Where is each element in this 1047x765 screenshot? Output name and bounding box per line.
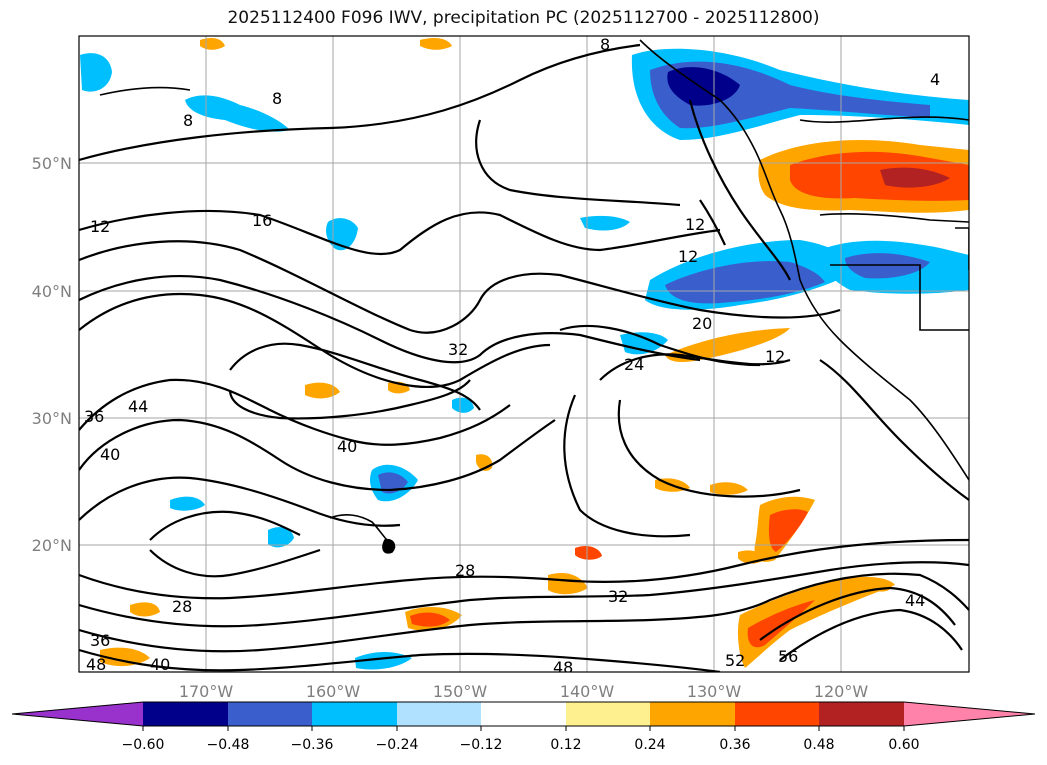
lat-label-20: 20°N: [32, 536, 72, 555]
colorbar-tick-label: 0.24: [634, 737, 665, 753]
contour-label: 4: [930, 70, 940, 89]
map-panel: [79, 36, 969, 672]
lon-label-130: 130°W: [687, 682, 742, 701]
contour-label: 48: [553, 658, 573, 677]
colorbar-tick-label: 0.60: [888, 737, 919, 753]
colorbar: −0.60 −0.48 −0.36 −0.24 −0.12 0.12 0.24 …: [11, 701, 1036, 753]
colorbar-segment: [819, 702, 904, 726]
colorbar-segment: [566, 702, 650, 726]
contour-label: 32: [448, 340, 468, 359]
colorbar-segment: [143, 702, 228, 726]
contour-label: 40: [337, 437, 357, 456]
contour-label: 48: [86, 655, 106, 674]
map-content: 8 8 8 4 12 16 12 12 12 20 24 32 44 36 40…: [79, 35, 969, 677]
lon-label-120: 120°W: [814, 682, 869, 701]
colorbar-tick-label: 0.12: [550, 737, 581, 753]
contour-label: 24: [624, 355, 644, 374]
contour-label-group: 8 8 8 4 12 16 12 12 12 20 24 32 44 36 40…: [84, 35, 940, 677]
contour-label: 36: [90, 631, 110, 650]
contour-label: 8: [183, 111, 193, 130]
coastlines: [99, 39, 969, 554]
contour-label: 56: [778, 647, 798, 666]
contour-label: 44: [905, 591, 925, 610]
contour-label: 28: [172, 597, 192, 616]
contour-label: 40: [100, 445, 120, 464]
colorbar-extend-low: [12, 702, 143, 726]
colorbar-tick-label: 0.48: [803, 737, 834, 753]
contour-label: 8: [272, 89, 282, 108]
contour-label: 36: [84, 407, 104, 426]
colorbar-extend-high: [904, 702, 1035, 726]
contour-label: 52: [725, 651, 745, 670]
lat-label-50: 50°N: [32, 154, 72, 173]
contour-label: 20: [692, 314, 712, 333]
colorbar-tick-label: −0.24: [376, 737, 419, 753]
colorbar-segment: [650, 702, 735, 726]
colorbar-segment: [735, 702, 819, 726]
lon-label-170: 170°W: [179, 682, 234, 701]
colorbar-ticks: [142, 726, 905, 731]
contour-label: 12: [685, 215, 705, 234]
colorbar-segment: [228, 702, 312, 726]
lon-label-160: 160°W: [306, 682, 361, 701]
contour-label: 44: [128, 397, 148, 416]
lat-label-30: 30°N: [32, 409, 72, 428]
colorbar-tick-label: −0.48: [207, 737, 250, 753]
colorbar-segment: [481, 702, 566, 726]
colorbar-tick-label: −0.60: [122, 737, 165, 753]
colorbar-tick-label: 0.36: [719, 737, 750, 753]
map-title: 2025112400 F096 IWV, precipitation PC (2…: [227, 8, 820, 28]
map-frame: [78, 35, 970, 673]
contour-label: 40: [150, 655, 170, 674]
iwv-contours: [79, 43, 969, 672]
contour-label: 16: [252, 211, 272, 230]
contour-label: 12: [765, 347, 785, 366]
contour-label: 12: [90, 217, 110, 236]
contour-label: 12: [678, 247, 698, 266]
lat-label-40: 40°N: [32, 282, 72, 301]
colorbar-segment: [397, 702, 481, 726]
colorbar-segment: [312, 702, 397, 726]
longitude-labels: 170°W 160°W 150°W 140°W 130°W 120°W: [179, 682, 869, 701]
graticule: [79, 36, 969, 672]
lon-label-140: 140°W: [560, 682, 615, 701]
colorbar-tick-label: −0.36: [291, 737, 334, 753]
latitude-labels: 50°N 40°N 30°N 20°N: [32, 154, 72, 555]
precip-positive-areas: [100, 38, 969, 668]
contour-label: 32: [608, 587, 628, 606]
colorbar-tick-label: −0.12: [460, 737, 503, 753]
contour-label: 28: [455, 561, 475, 580]
contour-label: 8: [600, 35, 610, 54]
lon-label-150: 150°W: [433, 682, 488, 701]
